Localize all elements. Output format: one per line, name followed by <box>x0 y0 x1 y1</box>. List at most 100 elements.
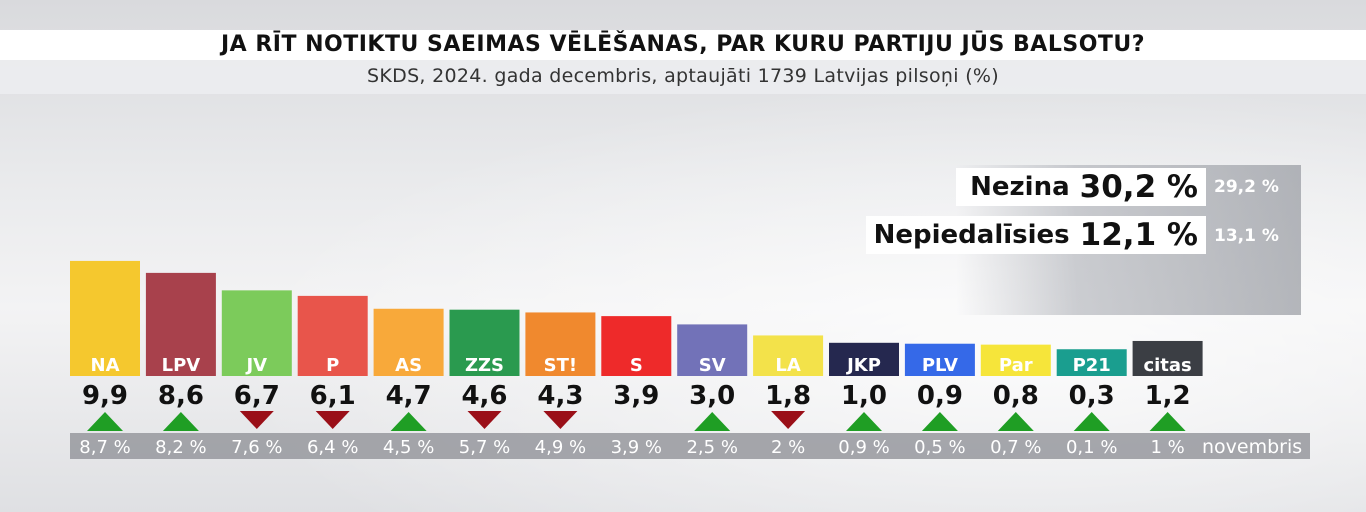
party-label-bg <box>145 352 216 376</box>
trend-down-icon <box>467 411 502 429</box>
party-label-bg <box>1132 352 1203 376</box>
subtitle-bar <box>0 60 1366 94</box>
value-label: 0,9 <box>917 381 963 411</box>
value-label: 0,3 <box>1069 381 1115 411</box>
trend-up-icon <box>390 412 427 431</box>
stat-nepiedalisies-previous: 13,1 % <box>1214 226 1279 246</box>
trend-up-icon <box>921 412 958 431</box>
bar-plv <box>904 343 975 352</box>
value-label: 1,0 <box>841 381 887 411</box>
previous-values-band <box>70 433 1310 459</box>
bar-as <box>373 308 444 352</box>
party-label-bg <box>904 352 975 376</box>
previous-value: 2,5 % <box>686 437 737 458</box>
previous-value: 1 % <box>1150 437 1184 458</box>
trend-up-icon <box>1073 412 1110 431</box>
party-label-bg <box>829 352 899 376</box>
trend-up-icon <box>1149 412 1186 431</box>
trend-up-icon <box>162 412 199 431</box>
party-label-bg <box>1056 352 1127 376</box>
bar-jkp <box>829 342 899 352</box>
party-label-bg <box>373 352 444 376</box>
trend-up-icon <box>87 412 123 431</box>
party-label-bg <box>980 352 1051 376</box>
trend-up-icon <box>694 412 731 431</box>
party-label-bg <box>221 352 292 376</box>
bar-sv <box>677 324 748 352</box>
party-label: ZZS <box>465 355 504 376</box>
stat-nepiedalisies-value: 12,1 % <box>1079 217 1198 253</box>
party-label-bg <box>601 352 672 376</box>
party-label-bg <box>449 352 520 376</box>
bar-zzs <box>449 309 520 352</box>
stat-nepiedalisies-label: Nepiedalīsies <box>873 220 1070 250</box>
page-subtitle: SKDS, 2024. gada decembris, aptaujāti 17… <box>367 65 999 87</box>
bar-citas <box>1132 340 1203 352</box>
bar-jv <box>221 290 292 352</box>
trend-down-icon <box>239 411 274 429</box>
trend-down-icon <box>315 411 350 429</box>
value-label: 3,0 <box>689 381 735 411</box>
value-label: 9,9 <box>82 381 128 411</box>
party-label: AS <box>395 355 422 376</box>
previous-value: 0,7 % <box>990 437 1041 458</box>
title-bar <box>0 30 1366 60</box>
stat-nezina-label: Nezina <box>970 172 1070 202</box>
party-label-bg <box>525 352 596 376</box>
party-label: PLV <box>922 355 958 376</box>
value-label: 3,9 <box>613 381 659 411</box>
party-label-bg <box>753 352 824 376</box>
stat-nezina: Nezina 30,2 % <box>956 168 1206 206</box>
trend-up-icon <box>846 412 882 431</box>
previous-value: 8,2 % <box>155 437 206 458</box>
value-label: 0,8 <box>993 381 1039 411</box>
party-label: JKP <box>845 355 881 376</box>
party-label: SV <box>699 355 726 376</box>
party-label: ST! <box>544 355 577 376</box>
bar-p <box>297 295 368 352</box>
previous-value: 3,9 % <box>611 437 662 458</box>
party-label-bg <box>70 352 140 376</box>
bar-la <box>753 335 824 352</box>
previous-value: 4,5 % <box>383 437 434 458</box>
party-label-bg <box>297 352 368 376</box>
party-label: LA <box>775 355 800 376</box>
previous-value: 2 % <box>771 437 805 458</box>
party-label: P <box>326 355 339 376</box>
value-label: 4,3 <box>537 381 583 411</box>
stat-nezina-value: 30,2 % <box>1079 169 1198 205</box>
page-title: JA RĪT NOTIKTU SAEIMAS VĒLĒŠANAS, PAR KU… <box>220 32 1146 57</box>
party-label: P21 <box>1073 355 1111 376</box>
party-label: LPV <box>162 355 201 376</box>
previous-month-label: novembris <box>1202 436 1303 458</box>
bar-s <box>601 316 672 352</box>
party-label: JV <box>244 355 267 376</box>
value-label: 6,1 <box>310 381 356 411</box>
previous-value: 4,9 % <box>535 437 586 458</box>
value-label: 6,7 <box>234 381 280 411</box>
bar-lpv <box>145 272 216 352</box>
bar-na <box>70 260 140 352</box>
trend-down-icon <box>771 411 806 429</box>
value-label: 4,7 <box>386 381 432 411</box>
party-label-bg <box>677 352 748 376</box>
bar-par <box>980 344 1051 352</box>
previous-value: 6,4 % <box>307 437 358 458</box>
trend-up-icon <box>997 412 1034 431</box>
party-label: NA <box>91 355 120 376</box>
previous-value: 0,9 % <box>838 437 889 458</box>
bar-p21 <box>1056 349 1127 352</box>
bar-st <box>525 312 596 352</box>
previous-value: 0,1 % <box>1066 437 1117 458</box>
party-label: Par <box>999 355 1033 376</box>
stat-nezina-previous: 29,2 % <box>1214 177 1279 197</box>
previous-value: 0,5 % <box>914 437 965 458</box>
party-label: S <box>630 355 643 376</box>
previous-value: 5,7 % <box>459 437 510 458</box>
value-label: 4,6 <box>461 381 507 411</box>
value-label: 1,2 <box>1145 381 1191 411</box>
previous-value: 8,7 % <box>79 437 130 458</box>
previous-value: 7,6 % <box>231 437 282 458</box>
party-label: citas <box>1143 355 1191 376</box>
trend-down-icon <box>543 411 578 429</box>
